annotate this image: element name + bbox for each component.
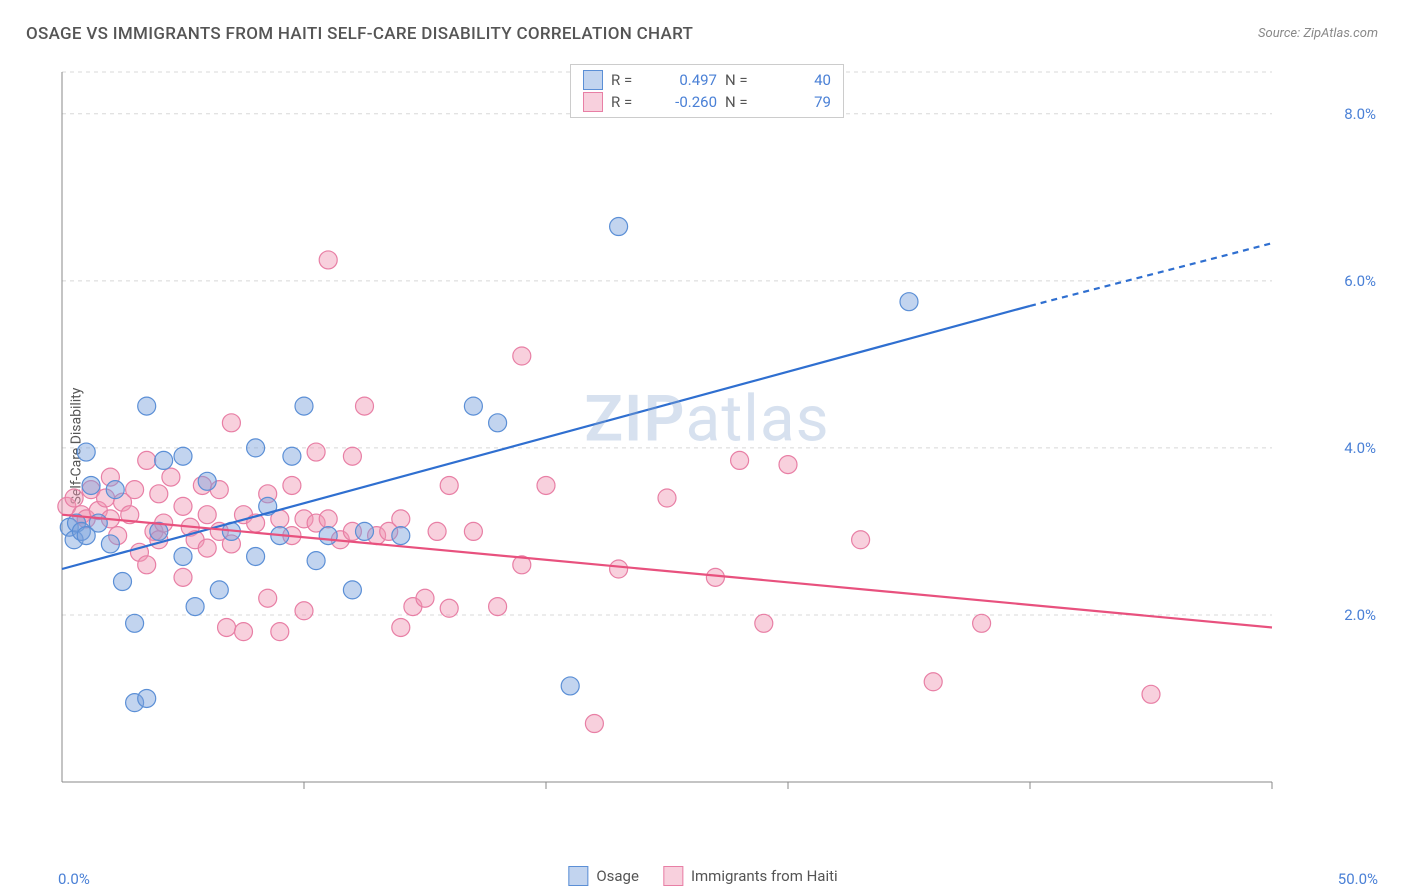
series-legend: Osage Immigrants from Haiti <box>568 866 837 886</box>
n-label: N = <box>725 71 759 89</box>
chart-title: OSAGE VS IMMIGRANTS FROM HAITI SELF-CARE… <box>26 24 693 44</box>
osage-swatch <box>583 70 603 90</box>
legend-row-osage: R = 0.497 N = 40 <box>583 69 831 91</box>
plot-svg <box>52 62 1362 822</box>
r-label: R = <box>611 71 645 89</box>
osage-swatch-icon <box>568 866 588 886</box>
r-label: R = <box>611 93 645 111</box>
r-value-haiti: -0.260 <box>653 93 717 111</box>
y-tick-label: 2.0% <box>1344 606 1376 624</box>
x-axis-max-label: 50.0% <box>1338 870 1378 888</box>
source-label: Source: <box>1258 26 1303 41</box>
legend-item-haiti: Immigrants from Haiti <box>663 866 838 886</box>
x-axis-min-label: 0.0% <box>58 870 90 888</box>
n-value-haiti: 79 <box>767 93 831 111</box>
y-tick-label: 8.0% <box>1344 105 1376 123</box>
haiti-swatch <box>583 92 603 112</box>
y-tick-label: 6.0% <box>1344 272 1376 290</box>
legend-item-osage: Osage <box>568 866 639 886</box>
correlation-legend: R = 0.497 N = 40 R = -0.260 N = 79 <box>570 64 844 118</box>
n-label: N = <box>725 93 759 111</box>
r-value-osage: 0.497 <box>653 71 717 89</box>
y-tick-label: 4.0% <box>1344 439 1376 457</box>
source-attribution: Source: ZipAtlas.com <box>1258 26 1378 41</box>
haiti-label: Immigrants from Haiti <box>691 867 838 885</box>
haiti-swatch-icon <box>663 866 683 886</box>
legend-row-haiti: R = -0.260 N = 79 <box>583 91 831 113</box>
source-value: ZipAtlas.com <box>1303 26 1378 41</box>
n-value-osage: 40 <box>767 71 831 89</box>
scatter-plot: R = 0.497 N = 40 R = -0.260 N = 79 ZIPat… <box>52 62 1362 822</box>
osage-label: Osage <box>596 867 639 885</box>
